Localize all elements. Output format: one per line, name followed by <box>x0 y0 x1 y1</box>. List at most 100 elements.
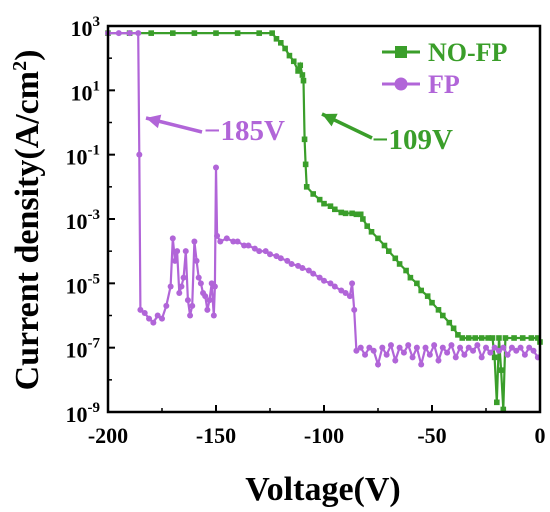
series-0-point-50 <box>459 335 466 341</box>
series-1-point-91 <box>474 342 481 349</box>
series-0-point-58 <box>496 335 502 341</box>
y-tick-label-4: 10-5 <box>66 271 101 298</box>
series-0-point-39 <box>403 267 409 274</box>
series-1-point-97 <box>500 344 507 351</box>
series-0-point-10 <box>278 40 284 46</box>
series-0-point-20 <box>303 184 310 190</box>
series-1-point-70 <box>383 351 390 358</box>
series-0-point-57 <box>494 399 500 406</box>
legend-label-0: NO-FP <box>428 38 508 67</box>
series-0-point-34 <box>375 235 381 242</box>
series-0-point-4 <box>191 30 198 36</box>
series-1-point-77 <box>413 344 420 351</box>
series-0-point-53 <box>478 335 485 341</box>
series-1-point-73 <box>396 344 403 351</box>
series-0-point-28 <box>349 210 355 217</box>
series-0-point-64 <box>528 335 535 341</box>
series-1-point-63 <box>353 347 360 354</box>
series-0-point-62 <box>511 335 517 341</box>
series-0-point-6 <box>234 30 241 36</box>
series-0-point-26 <box>338 209 345 216</box>
series-1-point-24 <box>193 257 200 264</box>
series-0-point-49 <box>455 332 461 338</box>
y-tick-label-0: 103 <box>71 14 101 41</box>
series-1-point-82 <box>435 357 442 364</box>
series-0-point-19 <box>302 161 309 168</box>
series-0-point-47 <box>446 319 453 326</box>
series-0-point-12 <box>286 52 293 59</box>
series-0-point-5 <box>213 30 219 36</box>
series-1-point-36 <box>217 238 224 245</box>
series-1-point-71 <box>387 342 394 349</box>
x-axis-title: Voltage(V) <box>245 471 401 508</box>
series-1-point-81 <box>431 342 438 349</box>
series-1-point-22 <box>189 302 196 309</box>
series-1-point-37 <box>223 235 230 242</box>
series-0-point-36 <box>386 248 392 254</box>
y-tick-label-2: 10-1 <box>66 143 101 170</box>
series-1-point-103 <box>526 344 533 351</box>
series-0-point-14 <box>295 68 301 74</box>
series-0-point-46 <box>440 312 446 319</box>
series-0-point-25 <box>332 206 338 213</box>
series-0-point-31 <box>360 216 366 222</box>
y-tick-label-1: 101 <box>71 78 101 105</box>
series-0-point-7 <box>256 30 262 36</box>
series-1-point-2 <box>126 30 133 37</box>
series-1-point-42 <box>251 245 258 252</box>
series-1-point-52 <box>305 267 312 274</box>
series-0-point-3 <box>170 30 176 36</box>
series-0-point-63 <box>519 335 526 341</box>
series-1-point-47 <box>277 255 284 262</box>
series-1-point-44 <box>262 248 269 255</box>
x-tick-label-1: -150 <box>196 423 236 448</box>
series-1-point-53 <box>310 270 317 277</box>
series-1-point-38 <box>230 238 237 245</box>
series-0-point-51 <box>465 335 472 341</box>
series-1-point-43 <box>256 248 263 255</box>
series-1-point-68 <box>375 361 381 368</box>
series-1-point-104 <box>530 347 537 354</box>
x-tick-label-4: 0 <box>535 423 546 448</box>
series-0-point-33 <box>368 229 375 235</box>
annotation-arrow-109-head <box>322 113 338 127</box>
series-1-point-74 <box>400 349 407 356</box>
series-0-point-8 <box>269 30 275 36</box>
series-0-point-9 <box>273 36 280 42</box>
series-1-point-16 <box>176 290 183 297</box>
series-1-point-67 <box>370 347 377 354</box>
series-0-point-23 <box>321 200 327 207</box>
series-0-point-2 <box>148 30 154 36</box>
series-1-point-60 <box>346 293 353 300</box>
series-1-point-33 <box>211 283 218 290</box>
series-1-point-83 <box>439 344 446 351</box>
series-1-point-56 <box>327 280 334 287</box>
series-1-point-23 <box>191 238 198 245</box>
series-1-point-66 <box>366 344 373 351</box>
series-1-point-35 <box>214 232 221 239</box>
series-0-point-42 <box>418 287 424 294</box>
series-0-point-22 <box>316 196 323 203</box>
series-1-point-93 <box>483 344 489 351</box>
series-1-point-8 <box>150 319 157 326</box>
series-1-point-69 <box>379 344 386 351</box>
series-0-point-16 <box>299 72 306 78</box>
series-0-point-44 <box>429 299 435 306</box>
x-tick-label-3: -50 <box>417 423 446 448</box>
series-0-point-37 <box>392 255 399 262</box>
annotation-label-185: −185V <box>204 115 285 147</box>
series-1-point-32 <box>210 312 217 319</box>
y-axis-title-close: ) <box>9 50 46 61</box>
series-1-point-102 <box>521 351 528 358</box>
series-1-point-51 <box>299 264 306 271</box>
y-axis-title-superscript: 2 <box>9 61 31 71</box>
y-axis-title-main: Current density(A/cm <box>9 71 46 391</box>
series-0-point-65 <box>535 335 541 341</box>
series-1-point-49 <box>288 260 295 267</box>
annotation-label-109: −109V <box>372 124 453 156</box>
series-1-point-1 <box>115 30 122 37</box>
series-1-point-61 <box>349 280 356 287</box>
legend-marker-0 <box>395 46 407 58</box>
series-1-point-89 <box>465 344 472 351</box>
